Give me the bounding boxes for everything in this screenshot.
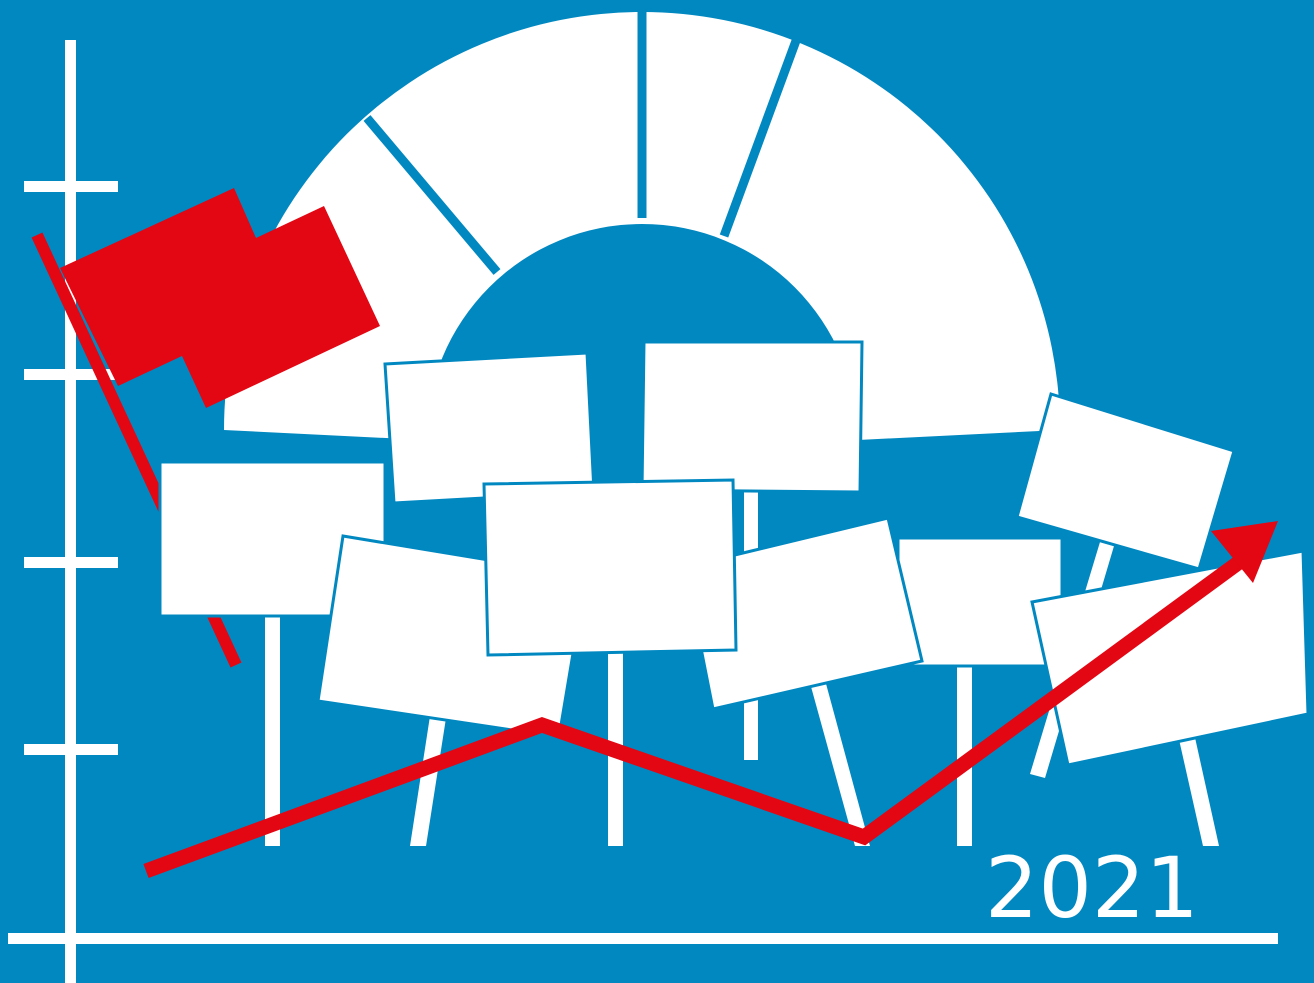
sign-board <box>640 340 864 494</box>
flag-cloth <box>60 188 380 408</box>
protest-sign-icon <box>1030 549 1310 846</box>
chart-axes <box>8 40 1278 983</box>
y-axis-tick <box>24 369 118 380</box>
sign-board <box>1015 392 1236 571</box>
protest-sign-icon <box>383 351 596 505</box>
y-axis-tick <box>24 181 118 192</box>
sign-stick <box>1178 733 1219 846</box>
gauge-ring-shape <box>224 12 1060 440</box>
year-label: 2021 <box>985 839 1199 937</box>
gauge-divider <box>719 36 802 238</box>
sign-stick <box>265 612 280 846</box>
gauge-divider <box>363 115 501 275</box>
x-axis <box>8 933 1278 944</box>
y-axis-tick <box>24 744 118 755</box>
y-axis <box>65 40 76 983</box>
sign-board <box>482 478 738 657</box>
sign-stick <box>810 680 870 846</box>
trend-arrowhead <box>1211 521 1278 583</box>
gauge-ring <box>224 8 1060 440</box>
sign-stick <box>957 660 972 846</box>
sign-board <box>683 516 924 711</box>
sign-stick <box>410 716 446 846</box>
trend-arrow-icon <box>143 521 1278 879</box>
trend-line <box>143 556 1243 879</box>
sign-board <box>383 351 596 505</box>
sign-board <box>1030 549 1310 767</box>
protest-sign-icon <box>683 516 924 846</box>
protest-signs <box>158 340 1310 846</box>
y-axis-tick <box>24 557 118 568</box>
